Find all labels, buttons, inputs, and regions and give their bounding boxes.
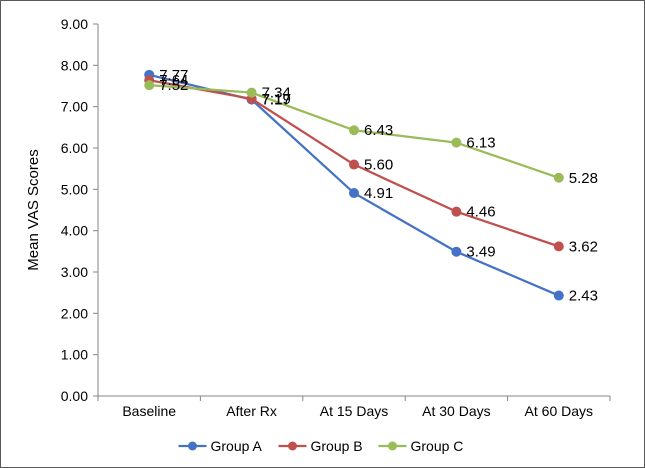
data-point-group-b: [349, 159, 359, 170]
x-tick-label: At 15 Days: [320, 403, 388, 419]
legend-item-group-c: Group C: [378, 438, 464, 454]
data-point-group-c: [451, 137, 462, 148]
data-label-group-b: 5.60: [364, 157, 393, 174]
y-tick-label: 6.00: [61, 140, 88, 156]
data-label-group-b: 7.19: [262, 91, 291, 108]
data-label-group-a: 7.17: [262, 92, 291, 109]
data-label-group-c: 7.34: [262, 85, 291, 102]
y-tick-label: 3.00: [61, 264, 88, 280]
legend: Group A Group B Group C: [178, 438, 464, 454]
legend-swatch-marker: [288, 441, 297, 451]
data-label-group-c: 5.28: [569, 170, 598, 187]
data-point-group-a: [349, 188, 359, 199]
data-point-group-a: [451, 246, 462, 257]
data-label-group-a: 7.77: [159, 67, 188, 84]
data-point-group-c: [553, 172, 564, 183]
legend-swatch-marker: [188, 441, 197, 451]
y-tick-label: 5.00: [61, 181, 88, 197]
data-label-group-b: 3.62: [569, 238, 598, 255]
y-tick-label: 7.00: [61, 99, 88, 115]
x-tick-label: At 60 Days: [525, 403, 593, 419]
series-line-group-a: [148, 73, 560, 297]
y-tick-label: 0.00: [61, 388, 88, 404]
x-tick-label: After Rx: [226, 403, 277, 419]
data-label-group-b: 7.64: [159, 72, 188, 89]
data-label-group-a: 3.49: [466, 244, 495, 261]
data-label-group-b: 4.46: [466, 204, 495, 221]
data-label-group-a: 2.43: [569, 288, 598, 305]
legend-label: Group C: [411, 438, 464, 454]
x-tick-label: At 30 Days: [422, 403, 490, 419]
legend-label: Group A: [211, 438, 263, 454]
data-point-group-a: [553, 290, 564, 301]
data-point-group-c: [246, 87, 257, 98]
data-point-group-c: [349, 125, 359, 136]
y-tick-label: 2.00: [61, 305, 88, 321]
legend-label: Group B: [311, 438, 363, 454]
x-axis: Baseline After Rx At 15 Days At 30 Days At 6…: [97, 395, 611, 419]
y-axis-title: Mean VAS Scores: [25, 149, 42, 270]
data-label-group-a: 4.91: [364, 185, 393, 202]
y-tick-label: 9.00: [61, 16, 88, 32]
y-tick-label: 1.00: [61, 347, 88, 363]
data-point-group-b: [451, 206, 462, 217]
legend-item-group-a: Group A: [178, 438, 263, 454]
series-group: [144, 69, 564, 301]
y-axis: 0.00 1.00 2.00 3.00 4.00 5.00 6.00 7.00 8.00 9.00: [61, 16, 99, 404]
y-tick-label: 4.00: [61, 223, 88, 239]
data-labels: 7.77 7.17 4.91 3.49 2.43 7.64 7.19 5.60 4.46 3.62…: [159, 67, 598, 305]
data-label-group-c: 6.43: [364, 122, 393, 139]
x-tick-label: Baseline: [122, 403, 176, 419]
legend-swatch-marker: [388, 441, 397, 451]
y-tick-label: 8.00: [61, 57, 88, 73]
data-point-group-c: [144, 80, 155, 91]
data-label-group-c: 6.13: [466, 135, 495, 152]
data-point-group-b: [553, 241, 564, 252]
legend-item-group-b: Group B: [278, 438, 363, 454]
data-label-group-c: 7.52: [159, 77, 188, 94]
